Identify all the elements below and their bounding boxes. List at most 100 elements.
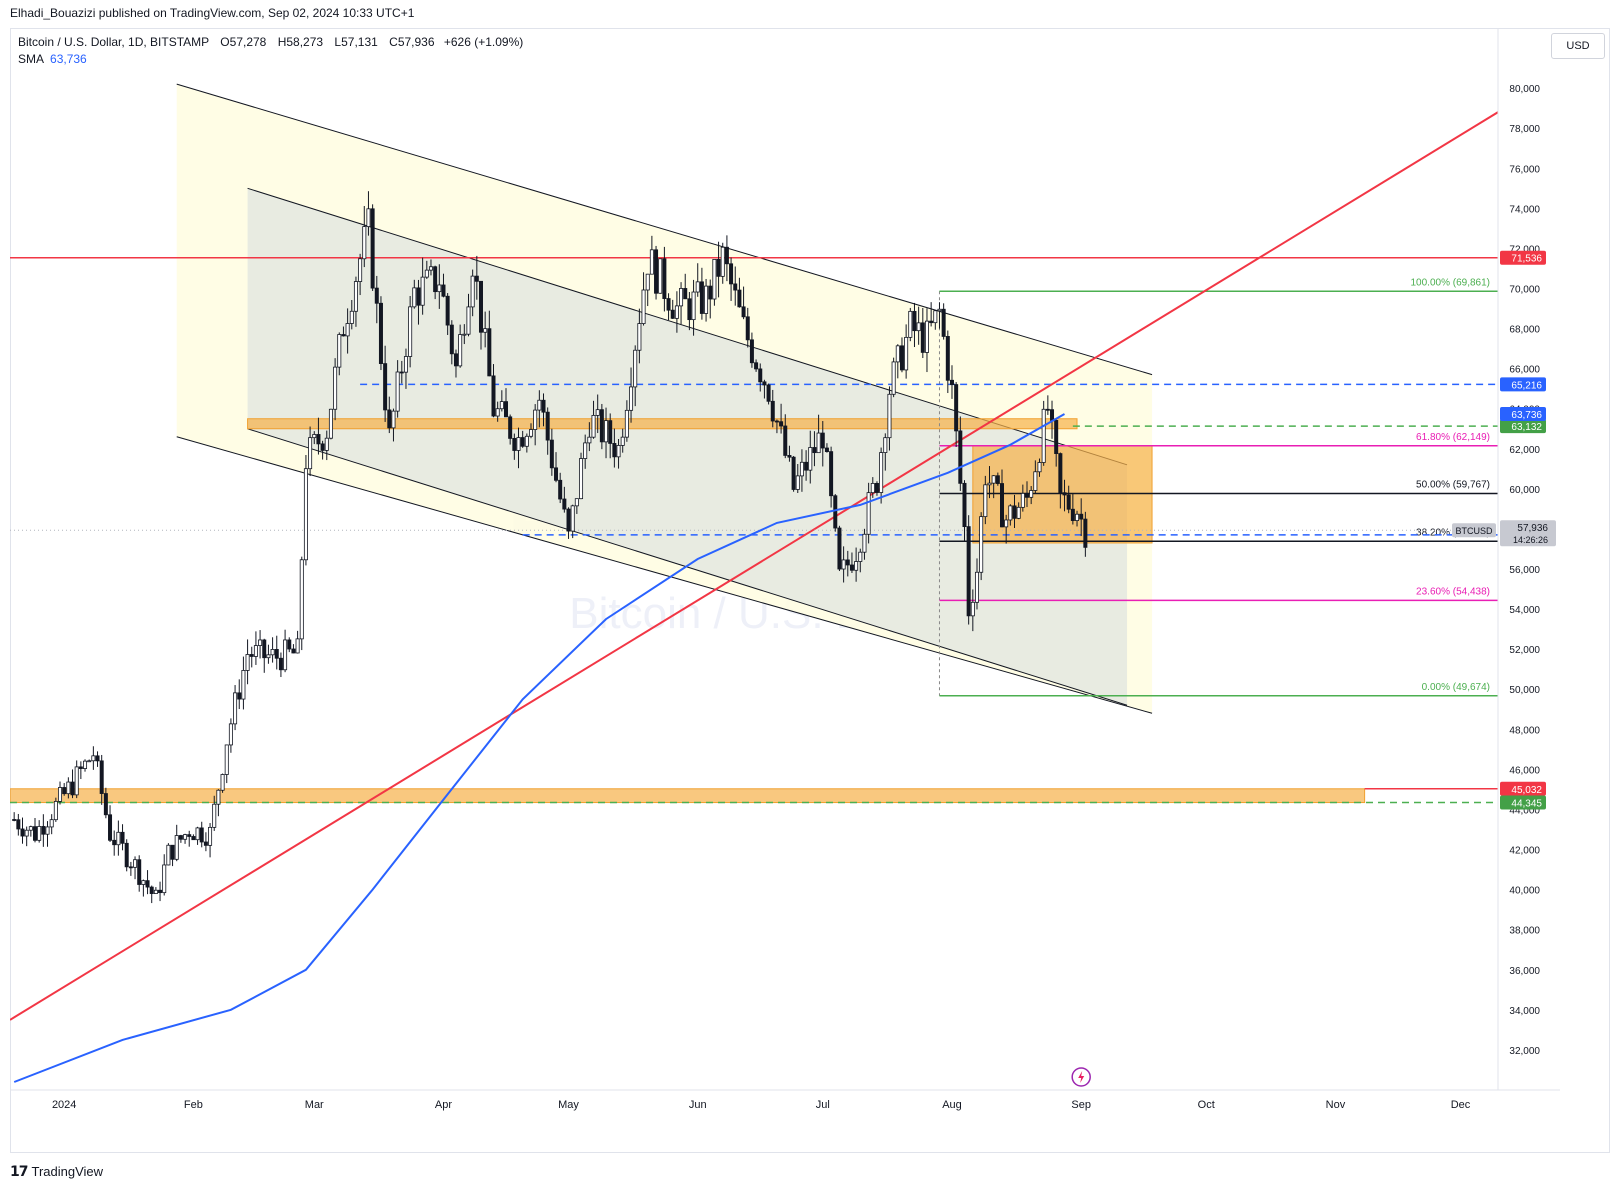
time-tick-label: Aug: [942, 1099, 962, 1111]
price-tick-label: 76,000: [1509, 164, 1540, 175]
zone-2: [972, 445, 1153, 544]
candle-body-up: [649, 249, 654, 275]
candle-body-up: [1004, 519, 1009, 528]
candle: [12, 812, 17, 822]
candle-body-down: [95, 755, 100, 762]
time-tick-label: 2024: [52, 1099, 76, 1111]
candle-body-up: [1037, 462, 1042, 473]
candle: [358, 253, 363, 296]
candle: [199, 821, 204, 848]
candle-body-down: [774, 420, 779, 423]
candle-body-up: [216, 789, 221, 805]
candle: [624, 400, 629, 442]
candle: [916, 306, 921, 345]
candle-body-up: [424, 269, 429, 278]
candle: [733, 266, 738, 306]
candle-body-down: [278, 657, 283, 671]
candle-body-up: [53, 801, 58, 821]
candle: [433, 265, 438, 300]
candle-body-down: [274, 649, 279, 659]
candle: [974, 558, 979, 610]
candle-body-up: [799, 461, 804, 477]
candle-body-up: [624, 409, 629, 438]
candle: [149, 885, 154, 904]
candle: [349, 300, 354, 330]
candle: [841, 546, 846, 583]
candle: [220, 773, 225, 793]
candle-body-up: [1075, 513, 1080, 521]
candle: [512, 433, 517, 460]
candle: [587, 422, 592, 452]
candle-body-up: [24, 829, 29, 837]
tradingview-logo-icon: 𝟭𝟳: [10, 1163, 29, 1179]
currency-button[interactable]: USD: [1551, 33, 1605, 59]
candle: [766, 383, 771, 405]
candle: [45, 821, 50, 847]
candle: [391, 408, 396, 442]
candle: [466, 293, 471, 337]
candle: [983, 475, 988, 525]
candle-body-up: [333, 366, 338, 410]
price-tick-label: 78,000: [1509, 124, 1540, 135]
price-tick-label: 62,000: [1509, 445, 1540, 456]
candle-body-up: [408, 306, 413, 357]
candle-body-down: [378, 302, 383, 364]
candle-body-down: [16, 819, 21, 830]
candle: [770, 389, 775, 428]
candle: [124, 839, 129, 872]
candle: [70, 769, 75, 799]
candle-body-down: [599, 409, 604, 443]
candle: [779, 403, 784, 434]
candle: [924, 308, 929, 373]
candle-body-up: [428, 266, 433, 271]
candle-body-up: [924, 320, 929, 353]
candle: [470, 269, 475, 317]
candle: [195, 826, 200, 845]
low-label: L: [334, 35, 342, 49]
candle: [449, 320, 454, 365]
candle: [412, 279, 417, 309]
candle-body-up: [295, 638, 300, 654]
candle: [545, 407, 550, 455]
candle: [658, 258, 663, 294]
candle: [1016, 502, 1021, 520]
symbol-description[interactable]: Bitcoin / U.S. Dollar, 1D, BITSTAMP: [18, 35, 209, 49]
time-tick-label: Mar: [305, 1099, 324, 1111]
candle: [1037, 458, 1042, 477]
candle: [362, 206, 367, 268]
candle: [420, 257, 425, 315]
candle-body-up: [412, 287, 417, 308]
candle: [787, 445, 792, 462]
candle: [487, 310, 492, 377]
candle: [203, 832, 208, 852]
candle: [799, 449, 804, 492]
candle: [441, 273, 446, 298]
candle: [370, 204, 375, 291]
candle: [28, 825, 33, 837]
candle-body-down: [845, 559, 850, 566]
price-tick-label: 36,000: [1509, 966, 1540, 977]
candle: [820, 421, 825, 467]
candle-body-down: [399, 371, 404, 374]
sma-label[interactable]: SMA: [18, 52, 45, 66]
candle-body-down: [754, 362, 759, 370]
candle-body-down: [370, 208, 375, 289]
price-tick-label: 70,000: [1509, 284, 1540, 295]
zone-1: [247, 418, 1078, 430]
candle: [233, 685, 238, 731]
candle-body-up: [195, 827, 200, 841]
candle: [791, 455, 796, 492]
candle: [128, 861, 133, 876]
candle: [666, 293, 671, 321]
tradingview-logo[interactable]: 𝟭𝟳 TradingView: [10, 1163, 103, 1180]
candle-body-down: [41, 826, 46, 835]
candle-body-up: [312, 434, 317, 439]
candle: [212, 795, 217, 831]
candle: [1062, 479, 1067, 512]
zone-0: [10, 788, 1366, 804]
candle-body-down: [654, 249, 659, 294]
candle-body-down: [128, 866, 133, 869]
candle-body-up: [212, 803, 217, 828]
candle-body-down: [783, 425, 788, 456]
